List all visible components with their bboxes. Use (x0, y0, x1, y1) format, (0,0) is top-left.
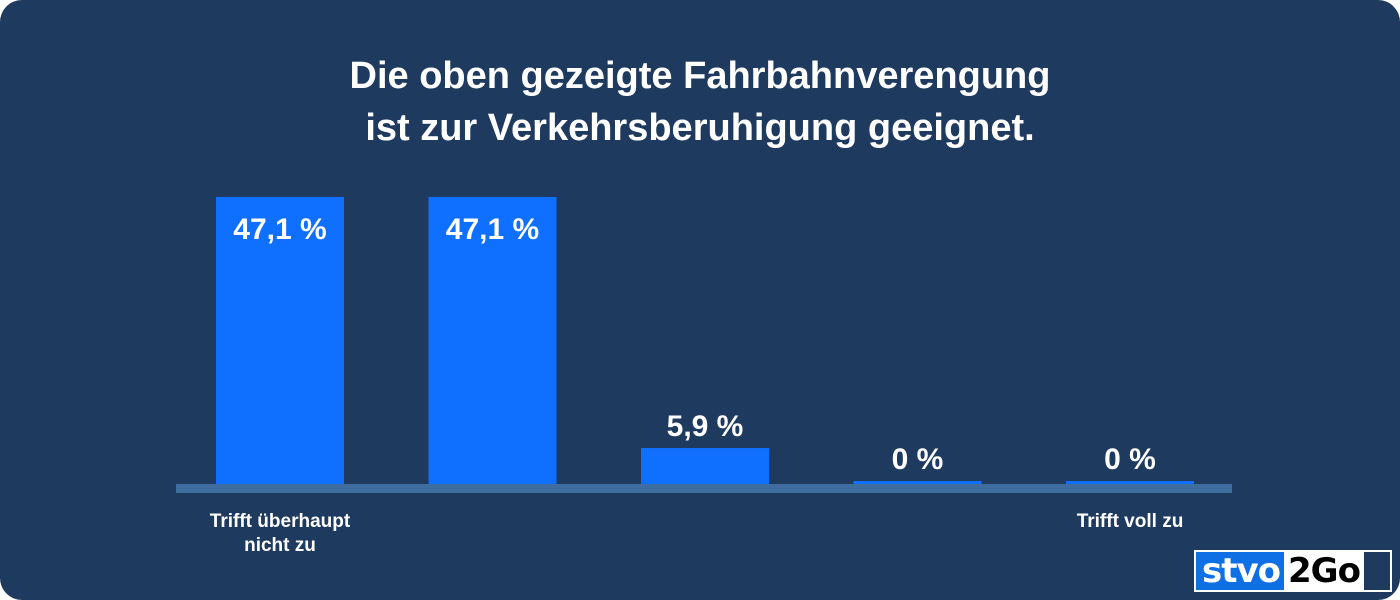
stvo2go-logo: stvo 2Go (1194, 550, 1392, 592)
bar-2 (428, 197, 557, 484)
x-tick-label-5: Trifft voll zu (1077, 511, 1184, 532)
logo-part-2go: 2Go (1284, 552, 1364, 590)
x-axis-baseline (176, 484, 1232, 493)
x-tick-label-1: Trifft überhaupt nicht zu (210, 511, 351, 556)
chart-title-line-2: ist zur Verkehrsberuhigung geeignet. (365, 107, 1035, 149)
bar-3 (641, 448, 769, 484)
data-label-1: 47,1 % (233, 213, 326, 246)
logo-part-stvo: stvo (1196, 552, 1285, 590)
bar-1 (216, 197, 344, 484)
data-label-4: 0 % (892, 443, 944, 476)
bar-4 (853, 481, 982, 484)
bar-5 (1066, 481, 1194, 484)
chart-title-line-1: Die oben gezeigte Fahrbahnverengung (349, 55, 1051, 97)
chart-title: Die oben gezeigte Fahrbahnverengung ist … (0, 50, 1400, 154)
data-label-5: 0 % (1104, 443, 1156, 476)
data-label-2: 47,1 % (446, 213, 539, 246)
data-label-3: 5,9 % (667, 410, 744, 443)
